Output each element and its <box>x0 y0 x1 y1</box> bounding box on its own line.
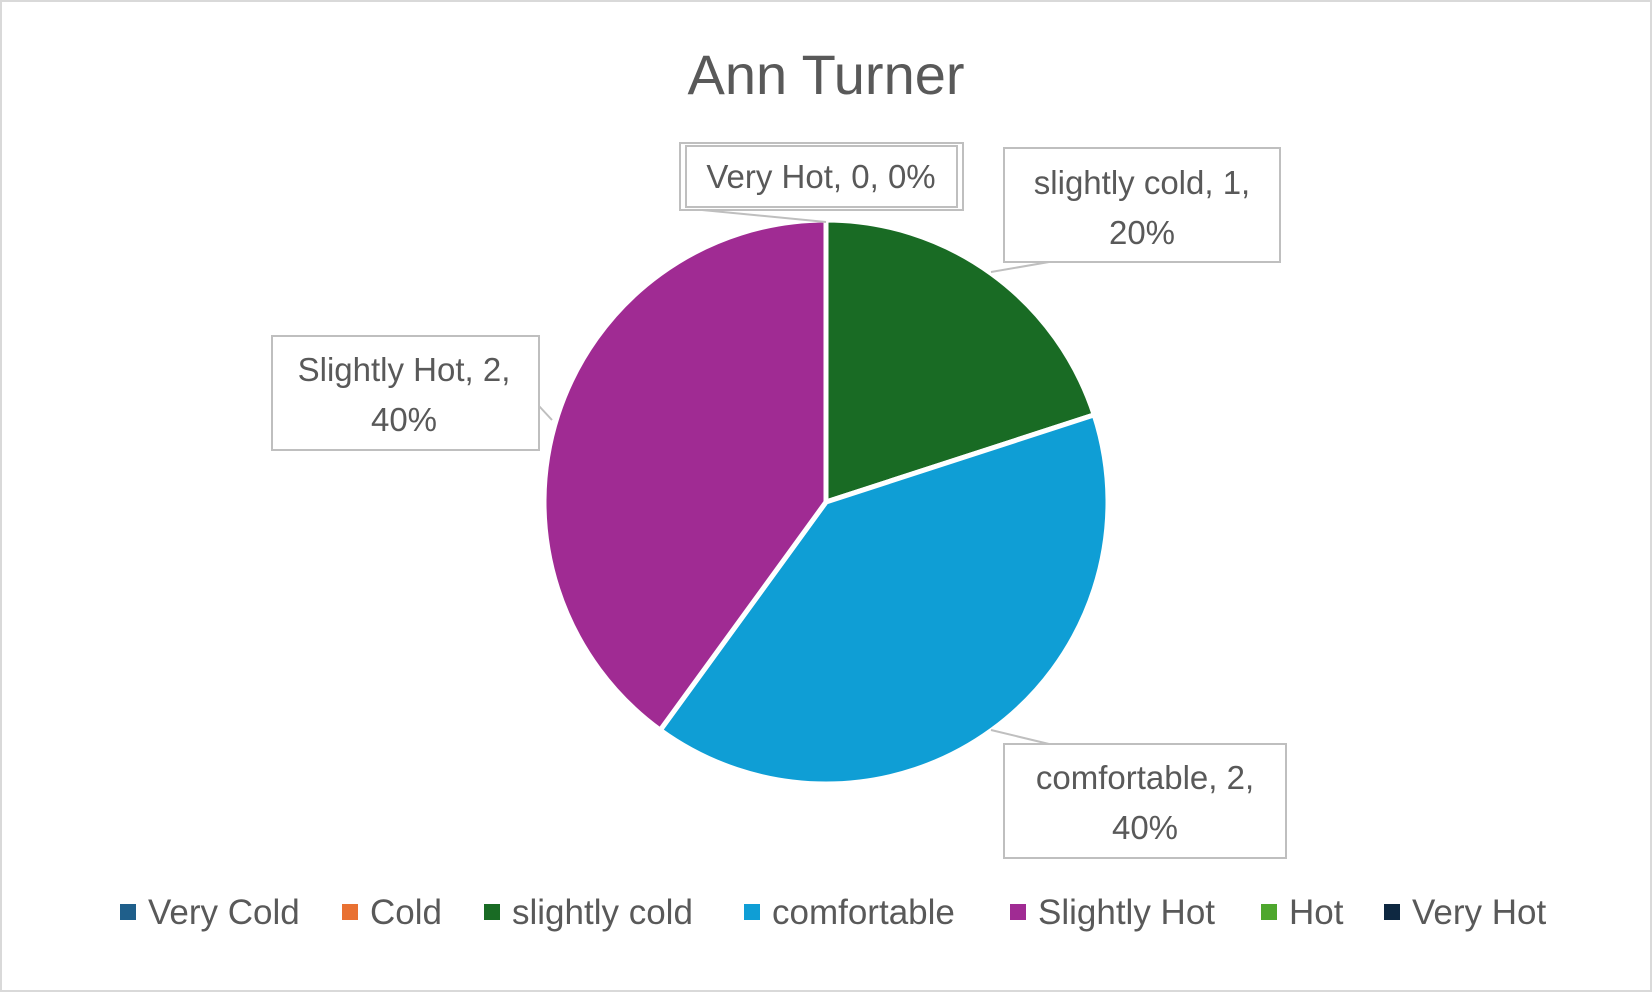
pie-slice-slightly-hot <box>541 217 829 733</box>
legend-label: Cold <box>370 893 442 932</box>
legend: Very Cold Cold slightly cold comfortable Sli… <box>120 893 1546 932</box>
legend-swatch <box>484 904 500 920</box>
leader-line <box>538 405 553 421</box>
data-label-box <box>1003 147 1281 263</box>
pie-slice-slightly-cold <box>823 217 1097 505</box>
data-label-box <box>271 335 540 451</box>
legend-label: comfortable <box>772 893 955 932</box>
legend-swatch <box>120 904 136 920</box>
legend-item-slightly-hot: Slightly Hot <box>1010 893 1215 932</box>
legend-label: Very Cold <box>148 893 300 932</box>
legend-item-slightly-cold: slightly cold <box>484 893 693 932</box>
data-label-box-inner <box>685 145 958 208</box>
data-label-text: comfortable, 2, <box>1036 759 1254 796</box>
legend-item-hot: Hot <box>1261 893 1344 932</box>
data-label-text: 40% <box>1112 809 1178 846</box>
leader-line <box>990 729 1050 745</box>
leader-line <box>701 209 827 223</box>
chart-title: Ann Turner <box>687 43 964 106</box>
data-label-slightly-cold: slightly cold, 1, 20% <box>990 147 1281 273</box>
data-label-slightly-hot: Slightly Hot, 2, 40% <box>271 335 553 451</box>
data-label-text: Very Hot, 0, 0% <box>706 158 935 195</box>
data-label-text: slightly cold, 1, <box>1034 164 1250 201</box>
legend-item-very-cold: Very Cold <box>120 893 300 932</box>
data-label-text: 40% <box>371 401 437 438</box>
pie-slices <box>541 217 1111 787</box>
legend-swatch <box>342 904 358 920</box>
leader-line <box>990 261 1050 273</box>
legend-item-cold: Cold <box>342 893 442 932</box>
data-labels: Very Hot, 0, 0% slightly cold, 1, 20% comfo… <box>271 142 1287 859</box>
legend-swatch <box>1384 904 1400 920</box>
data-label-text: Slightly Hot, 2, <box>298 351 511 388</box>
legend-item-very-hot: Very Hot <box>1384 893 1546 932</box>
legend-label: Very Hot <box>1412 893 1546 932</box>
legend-swatch <box>1010 904 1026 920</box>
legend-swatch <box>744 904 760 920</box>
data-label-box <box>1003 743 1287 859</box>
legend-swatch <box>1261 904 1277 920</box>
legend-label: slightly cold <box>512 893 693 932</box>
data-label-comfortable: comfortable, 2, 40% <box>990 729 1287 859</box>
data-label-text: 20% <box>1109 214 1175 251</box>
legend-item-comfortable: comfortable <box>744 893 955 932</box>
legend-label: Hot <box>1289 893 1344 932</box>
data-label-very-hot: Very Hot, 0, 0% <box>679 142 964 223</box>
legend-label: Slightly Hot <box>1038 893 1215 932</box>
